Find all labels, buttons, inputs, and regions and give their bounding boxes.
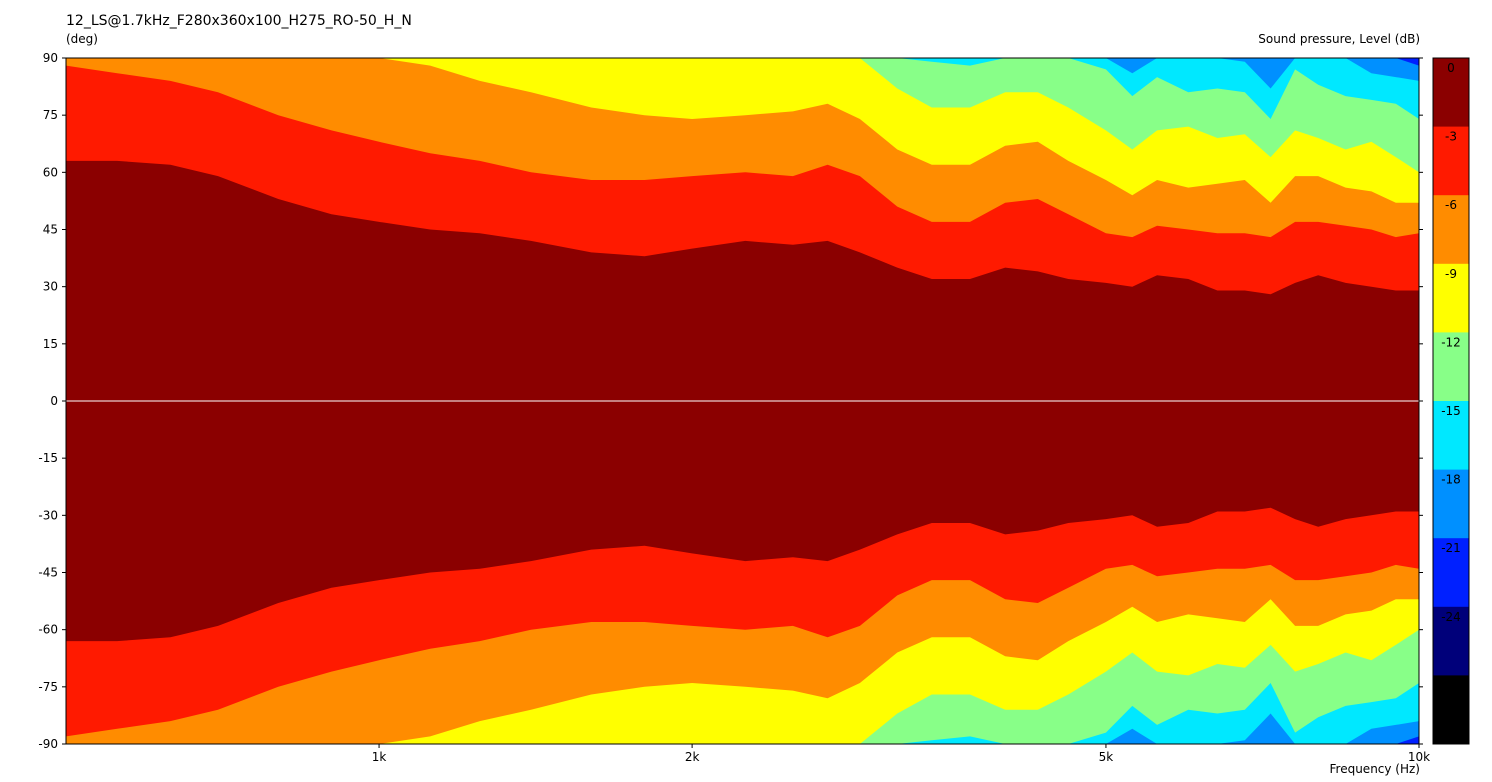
colorbar-tick-label: -3	[1445, 130, 1457, 144]
colorbar-swatch	[1433, 332, 1469, 402]
x-tick-label: 5k	[1099, 750, 1114, 764]
colorbar-tick-label: -27	[1441, 678, 1461, 692]
colorbar-tick-label: 0	[1447, 61, 1455, 75]
y-tick-label: -15	[38, 451, 58, 465]
x-tick-label: 1k	[372, 750, 387, 764]
colorbar-swatch	[1433, 401, 1469, 471]
y-tick-label: -30	[38, 508, 58, 522]
colorbar-swatch	[1433, 675, 1469, 745]
x-tick-label: 10k	[1408, 750, 1430, 764]
y-tick-label: 60	[43, 165, 58, 179]
x-tick-label: 2k	[685, 750, 700, 764]
colorbar-swatch	[1433, 58, 1469, 128]
colorbar-tick-label: -18	[1441, 473, 1461, 487]
colorbar-tick-label: -15	[1441, 404, 1461, 418]
y-tick-label: 0	[50, 394, 58, 408]
y-tick-label: -75	[38, 680, 58, 694]
colorbar-swatch	[1433, 263, 1469, 333]
colorbar-label: Sound pressure, Level (dB)	[1258, 32, 1420, 46]
y-tick-label: 30	[43, 280, 58, 294]
x-axis-label: Frequency (Hz)	[1329, 762, 1421, 776]
colorbar-swatch	[1433, 538, 1469, 608]
colorbar-swatch	[1433, 469, 1469, 539]
y-tick-label: 75	[43, 108, 58, 122]
y-tick-label: -90	[38, 737, 58, 751]
colorbar-swatch	[1433, 195, 1469, 265]
colorbar-swatch	[1433, 126, 1469, 196]
y-tick-label: 90	[43, 51, 58, 65]
chart-title: 12_LS@1.7kHz_F280x360x100_H275_RO-50_H_N	[66, 13, 412, 29]
y-axis-unit: (deg)	[66, 32, 98, 46]
colorbar-frame	[1432, 57, 1470, 745]
y-tick-label: -45	[38, 566, 58, 580]
colorbar-tick-label: -21	[1441, 541, 1461, 555]
y-tick-label: 45	[43, 223, 58, 237]
colorbar-swatch	[1433, 606, 1469, 676]
y-tick-label: -60	[38, 623, 58, 637]
colorbar-tick-label: -6	[1445, 198, 1457, 212]
colorbar-tick-label: -9	[1445, 267, 1457, 281]
y-tick-label: 15	[43, 337, 58, 351]
colorbar-tick-label: -24	[1441, 610, 1461, 624]
colorbar-tick-label: -12	[1441, 335, 1461, 349]
